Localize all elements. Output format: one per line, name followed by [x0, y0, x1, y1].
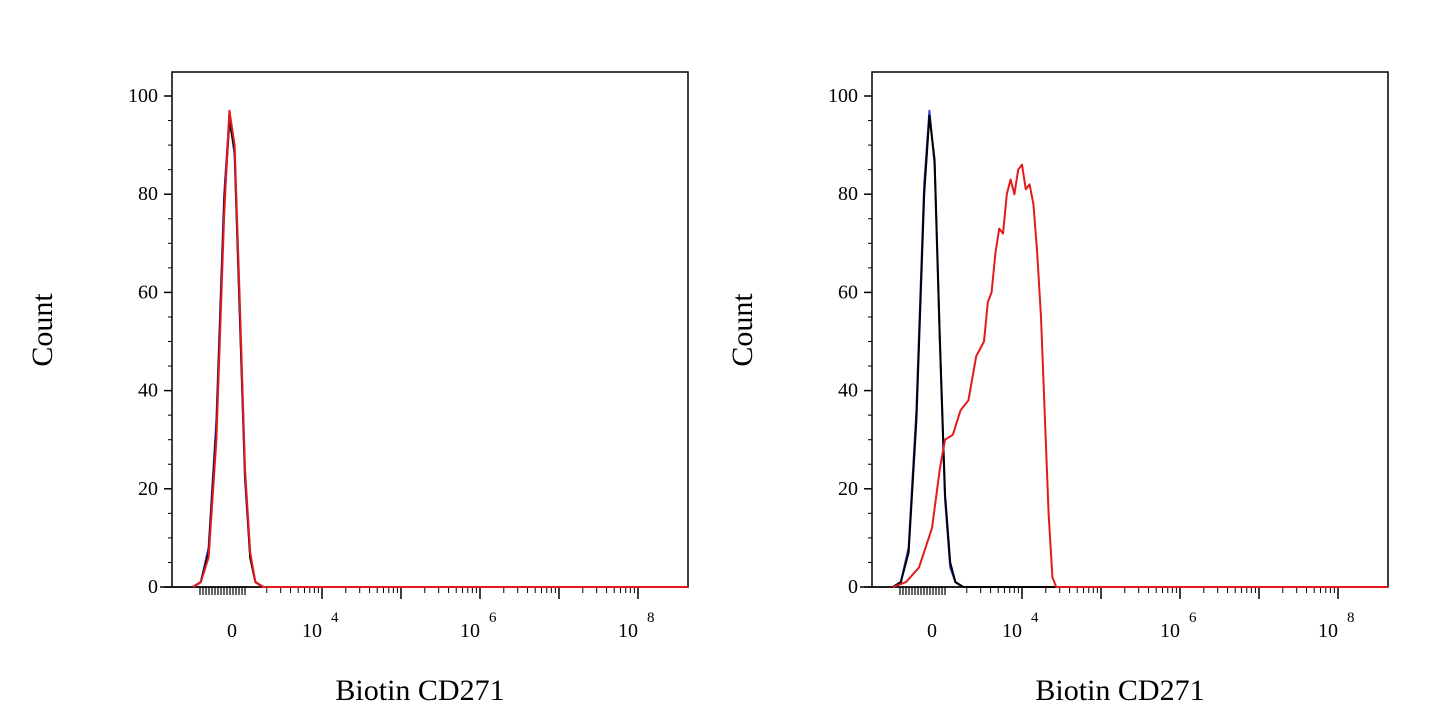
- y-tick-label: 100: [128, 85, 158, 107]
- y-tick-label: 0: [148, 576, 158, 598]
- x-tick-label: 0: [227, 620, 237, 642]
- x-tick-label-exponent: 4: [1031, 610, 1039, 626]
- x-tick-label: 10: [1160, 620, 1180, 642]
- x-tick-label-exponent: 8: [647, 610, 655, 626]
- x-tick-label-exponent: 6: [489, 610, 497, 626]
- histogram-panel-right: 0 20 40 60 80 100 0 10 4 10 6 10 8 Count Biotin CD271: [700, 0, 1400, 723]
- x-axis-title: Biotin CD271: [335, 674, 504, 707]
- y-tick-label: 100: [828, 85, 858, 107]
- x-tick-label: 10: [618, 620, 638, 642]
- x-tick-label-exponent: 8: [1347, 610, 1355, 626]
- y-axis-title: Count: [26, 293, 59, 367]
- x-tick-label: 10: [1318, 620, 1338, 642]
- y-tick-label: 40: [838, 380, 858, 402]
- x-tick-label: 10: [1002, 620, 1022, 642]
- histogram-series-line-1: [892, 114, 1388, 588]
- histogram-chart-left: 0 20 40 60 80 100 0 10 4 10 6 10 8 Count Biotin CD271: [26, 71, 689, 707]
- x-tick-label-exponent: 6: [1189, 610, 1197, 626]
- histogram-series-line-0: [892, 109, 1388, 588]
- y-tick-label: 20: [138, 478, 158, 500]
- histogram-series-line-2: [192, 109, 688, 588]
- plot-frame: [171, 71, 689, 588]
- histogram-panel-left: 0 20 40 60 80 100 0 10 4 10 6 10 8 Count Biotin CD271: [0, 0, 700, 723]
- y-tick-label: 0: [848, 576, 858, 598]
- histogram-series-line-2: [892, 163, 1388, 588]
- x-tick-label: 10: [302, 620, 322, 642]
- x-tick-label-exponent: 4: [331, 610, 339, 626]
- x-axis-title: Biotin CD271: [1035, 674, 1204, 707]
- y-tick-label: 20: [838, 478, 858, 500]
- y-tick-label: 80: [838, 183, 858, 205]
- y-axis-title: Count: [726, 293, 759, 367]
- x-tick-label: 0: [927, 620, 937, 642]
- histogram-series-line-1: [192, 119, 688, 588]
- y-tick-label: 60: [838, 281, 858, 303]
- y-tick-label: 60: [138, 281, 158, 303]
- plot-frame: [871, 71, 1389, 588]
- histogram-series-line-0: [192, 114, 688, 588]
- x-tick-label: 10: [460, 620, 480, 642]
- histogram-chart-right: 0 20 40 60 80 100 0 10 4 10 6 10 8 Count Biotin CD271: [726, 71, 1389, 707]
- y-tick-label: 80: [138, 183, 158, 205]
- y-tick-label: 40: [138, 380, 158, 402]
